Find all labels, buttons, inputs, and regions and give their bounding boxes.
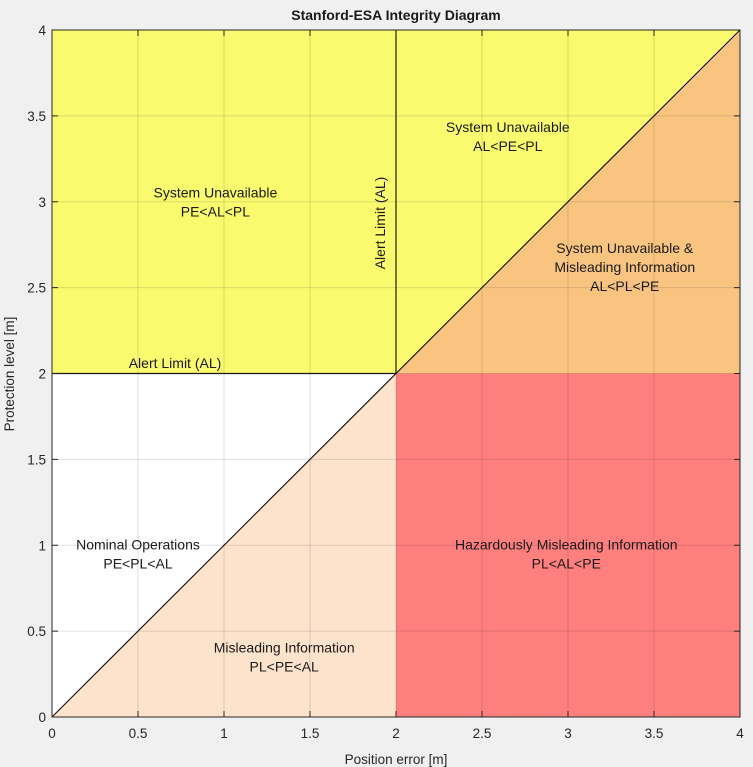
region-label-misleading-information: Misleading Information [214, 639, 355, 655]
x-tick-label: 2 [392, 726, 400, 741]
region-label-nominal-operations: PE<PL<AL [103, 555, 172, 571]
region-label-system-unavailable-misleading: AL<PL<PE [590, 278, 659, 294]
y-tick-label: 3 [38, 195, 46, 210]
x-tick-label: 2.5 [473, 726, 492, 741]
y-tick-labels: 0 0.5 1 1.5 2 2.5 3 3.5 4 [27, 23, 46, 725]
region-system-unavailable-pe-al-pl [52, 30, 396, 374]
region-label-hazardously-misleading: Hazardously Misleading Information [455, 536, 678, 552]
y-tick-label: 0.5 [27, 624, 46, 639]
region-label-system-unavailable-al-pe-pl: AL<PE<PL [473, 138, 542, 154]
x-tick-label: 0 [48, 726, 56, 741]
region-label-system-unavailable-misleading: System Unavailable & [556, 240, 694, 256]
region-labels-layer: Nominal Operations PE<PL<AL Misleading Inf… [76, 119, 695, 674]
y-tick-label: 4 [38, 23, 46, 38]
y-axis-label: Protection level [m] [2, 317, 17, 432]
alert-limit-horizontal-label: Alert Limit (AL) [129, 355, 222, 371]
x-tick-label: 0.5 [129, 726, 148, 741]
region-label-misleading-information: PL<PE<AL [250, 658, 319, 674]
chart-title: Stanford-ESA Integrity Diagram [291, 7, 501, 23]
region-label-system-unavailable-pe-al-pl: PE<AL<PL [181, 203, 250, 219]
y-tick-label: 2.5 [27, 281, 46, 296]
y-tick-label: 0 [38, 710, 46, 725]
region-label-hazardously-misleading: PL<AL<PE [532, 555, 601, 571]
y-tick-label: 3.5 [27, 109, 46, 124]
region-label-nominal-operations: Nominal Operations [76, 536, 200, 552]
region-label-system-unavailable-pe-al-pl: System Unavailable [154, 184, 278, 200]
y-tick-label: 1 [38, 538, 46, 553]
plot-area: Nominal Operations PE<PL<AL Misleading Inf… [51, 29, 741, 718]
x-tick-label: 4 [736, 726, 744, 741]
y-tick-label: 1.5 [27, 452, 46, 467]
x-axis-label: Position error [m] [345, 752, 448, 767]
region-label-system-unavailable-misleading: Misleading Information [554, 259, 695, 275]
x-tick-label: 3.5 [645, 726, 664, 741]
x-tick-label: 1.5 [301, 726, 320, 741]
ticks-layer [51, 29, 741, 718]
x-tick-label: 3 [564, 726, 572, 741]
alert-limit-vertical-label: Alert Limit (AL) [372, 177, 388, 270]
region-hazardously-misleading [396, 373, 740, 717]
region-label-system-unavailable-al-pe-pl: System Unavailable [446, 119, 570, 135]
diagonal-line [51, 29, 741, 718]
reference-lines-layer [51, 29, 741, 718]
y-tick-label: 2 [38, 367, 46, 382]
x-tick-label: 1 [220, 726, 228, 741]
x-tick-labels: 0 0.5 1 1.5 2 2.5 3 3.5 4 [48, 726, 744, 741]
